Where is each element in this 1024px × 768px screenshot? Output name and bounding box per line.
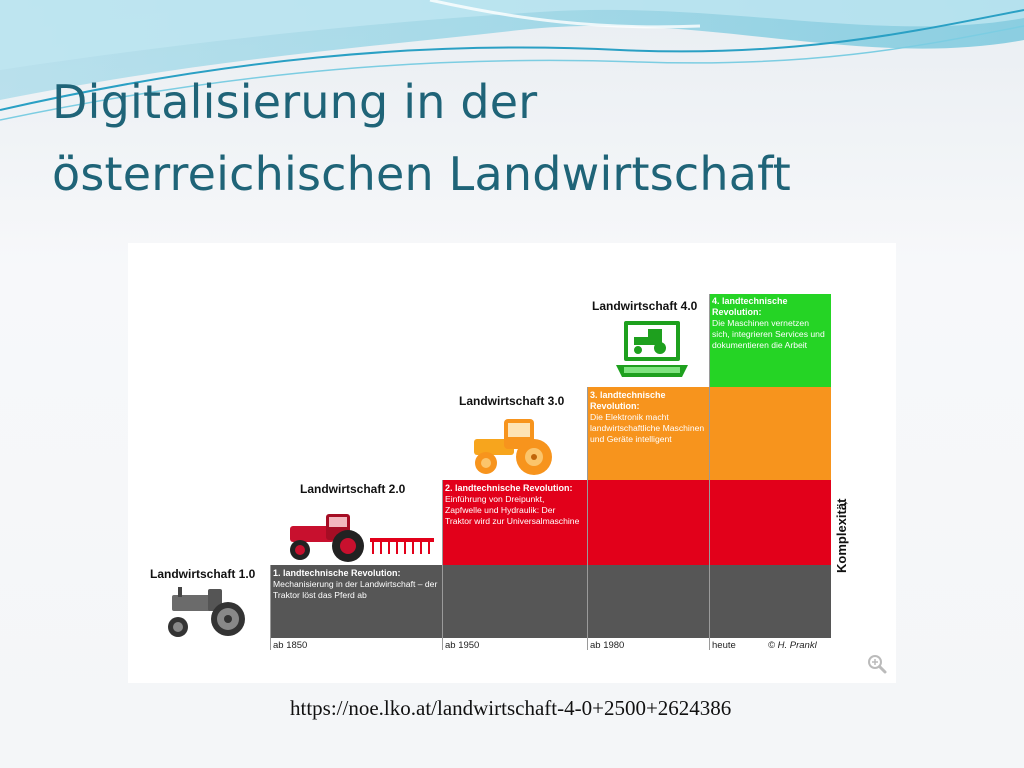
stage-4-label: Landwirtschaft 4.0 [592,299,698,313]
revolution-1-text: 1. landtechnische Revolution: Mechanisie… [273,568,441,601]
stage-2-label: Landwirtschaft 2.0 [300,482,406,496]
revolution-3-text: 3. landtechnische Revolution: Die Elektr… [590,390,706,445]
stage-2-red-row [442,480,831,565]
revolution-4-text: 4. landtechnische Revolution: Die Maschi… [712,296,828,351]
era-label-1950: ab 1950 [445,640,480,651]
vintage-tractor-icon [168,587,245,637]
slide-title-line-1: Digitalisierung in der [52,75,538,129]
revolution-4-heading: 4. landtechnische Revolution: [712,296,788,317]
slide-title-line-2: österreichischen Landwirtschaft [52,147,791,201]
divider [587,387,588,650]
era-label-1980: ab 1980 [590,640,625,651]
revolution-2-text: 2. landtechnische Revolution: Einführung… [445,483,583,527]
revolution-3-body: Die Elektronik macht landwirtschaftliche… [590,412,705,444]
revolution-1-heading: 1. landtechnische Revolution: [273,568,401,578]
slide-title: Digitalisierung in der österreichischen … [52,66,952,210]
decorative-waves [0,0,1024,121]
complexity-axis-label: Komplexität [834,498,849,573]
stage-3-label: Landwirtschaft 3.0 [459,394,565,408]
divider [270,565,271,650]
revolution-4-body: Die Maschinen vernetzen sich, integriere… [712,318,825,350]
divider [709,294,710,650]
era-label-heute: heute [712,640,736,651]
modern-tractor-icon [474,419,552,475]
stage-4-green-box [709,294,831,387]
divider [442,480,443,650]
revolution-1-body: Mechanisierung in der Landwirtschaft – d… [273,579,438,600]
source-url-link[interactable]: https://noe.lko.at/landwirtschaft-4-0+25… [290,696,732,720]
laptop-tractor-icon [616,321,688,377]
complexity-arrow-icon: ↑ [842,497,850,514]
era-label-1850: ab 1850 [273,640,308,651]
stage-1-grey-row [270,565,831,638]
revolution-2-body: Einführung von Dreipunkt, Zapfwelle und … [445,494,580,526]
stage-1-label: Landwirtschaft 1.0 [150,567,256,581]
revolution-2-heading: 2. landtechnische Revolution: [445,483,573,493]
image-credit: © H. Prankl [768,640,817,651]
revolution-3-heading: 3. landtechnische Revolution: [590,390,666,411]
zoom-magnifier-icon[interactable] [866,653,888,675]
landwirtschaft-stages-diagram: 1. landtechnische Revolution: Mechanisie… [128,243,896,683]
red-tractor-with-harrow-icon [290,514,434,562]
